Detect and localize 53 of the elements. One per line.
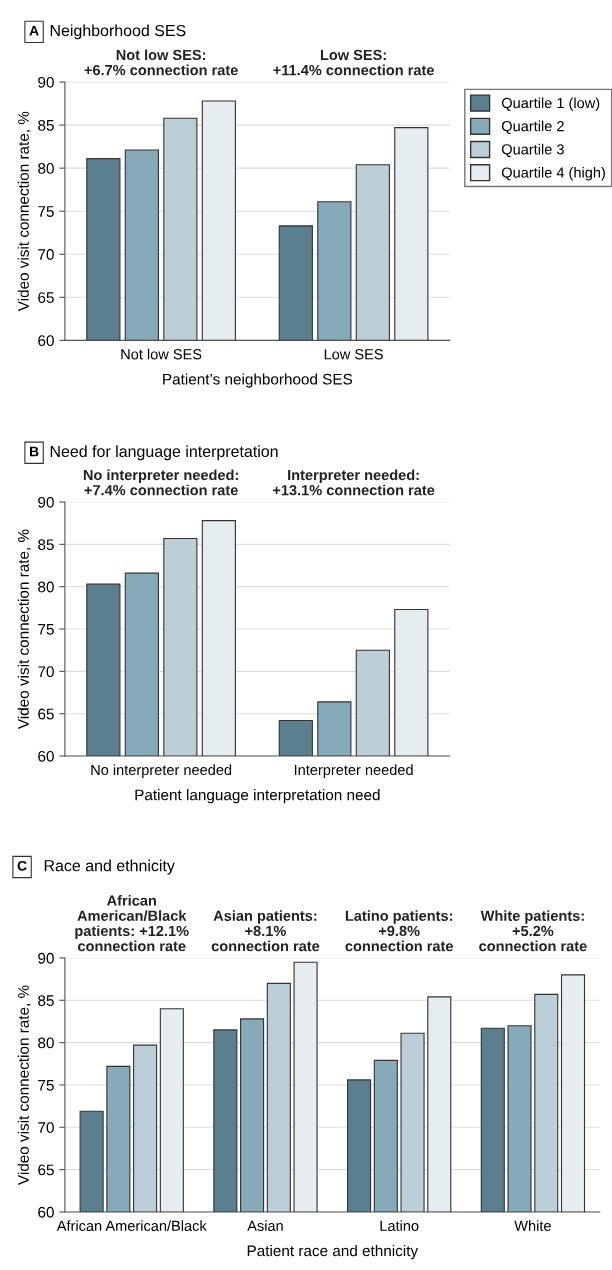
y-tick-label: 75 [38, 624, 54, 635]
chart-title: Neighborhood SES [50, 24, 186, 40]
y-tick-label: 85 [38, 119, 54, 131]
y-tick-label: 75 [38, 1079, 54, 1091]
y-tick-label: 70 [38, 666, 54, 678]
y-tick-label: 90 [38, 952, 54, 964]
y-tick-label: 85 [38, 539, 54, 551]
y-tick-label: 80 [38, 1037, 54, 1049]
legend-label: Quartile 1 (low) [501, 97, 600, 112]
x-tick-label: African American/Black [56, 1220, 207, 1232]
y-tick-label: 80 [38, 581, 54, 593]
text: Latino patients: +9.8% connection rate [345, 910, 453, 952]
x-tick-label: Asian [247, 1220, 283, 1232]
y-tick-label: 90 [38, 76, 54, 88]
text: White patients: +5.2% connection rate [479, 910, 587, 952]
chart-title: Race and ethnicity [44, 859, 175, 875]
y-tick-label: 70 [38, 249, 54, 260]
text: A [29, 25, 39, 36]
x-tick-label: Not low SES [121, 348, 202, 360]
y-tick-label: 60 [38, 335, 54, 347]
y-tick-label: 65 [38, 1164, 54, 1176]
text: Asian patients: +8.1% connection rate [211, 910, 320, 952]
chart-title: Need for language interpretation [50, 445, 278, 461]
x-axis-title: Patient race and ethnicity [247, 1245, 419, 1260]
text: No interpreter needed: +7.4% connection rate [83, 469, 238, 496]
text: C [17, 860, 27, 871]
text: B [29, 446, 39, 457]
text: African American/Black patients: +12.1% connection rate [75, 895, 189, 952]
x-tick-label: Interpreter needed [294, 764, 413, 778]
y-axis-title: Video visit connection rate, % [17, 529, 31, 730]
x-axis-title: Patient language interpretation need [135, 789, 380, 804]
x-axis-title: Patient’s neighborhood SES [163, 373, 353, 388]
legend-label: Quartile 4 (high) [501, 166, 605, 181]
y-tick-label: 90 [38, 496, 54, 508]
legend-label: Quartile 3 [501, 143, 564, 158]
y-tick-label: 60 [38, 750, 54, 762]
y-tick-label: 75 [38, 206, 54, 217]
x-tick-label: White [514, 1220, 551, 1232]
y-tick-label: 60 [38, 1206, 54, 1218]
y-tick-label: 65 [38, 708, 54, 720]
text: Not low SES: +6.7% connection rate [84, 49, 238, 76]
text: Interpreter needed: +13.1% connection rate [272, 469, 435, 496]
text: Low SES: +11.4% connection rate [273, 49, 434, 76]
y-tick-label: 85 [38, 995, 54, 1006]
y-axis-title: Video visit connection rate, % [17, 111, 31, 312]
y-tick-label: 65 [38, 292, 54, 303]
x-tick-label: Latino [380, 1220, 419, 1232]
y-axis-title: Video visit connection rate, % [17, 985, 31, 1185]
y-tick-label: 70 [38, 1122, 54, 1133]
x-tick-label: No interpreter needed [91, 764, 232, 778]
x-tick-label: Low SES [324, 349, 383, 360]
y-tick-label: 80 [38, 163, 54, 174]
legend-label: Quartile 2 [501, 120, 564, 134]
